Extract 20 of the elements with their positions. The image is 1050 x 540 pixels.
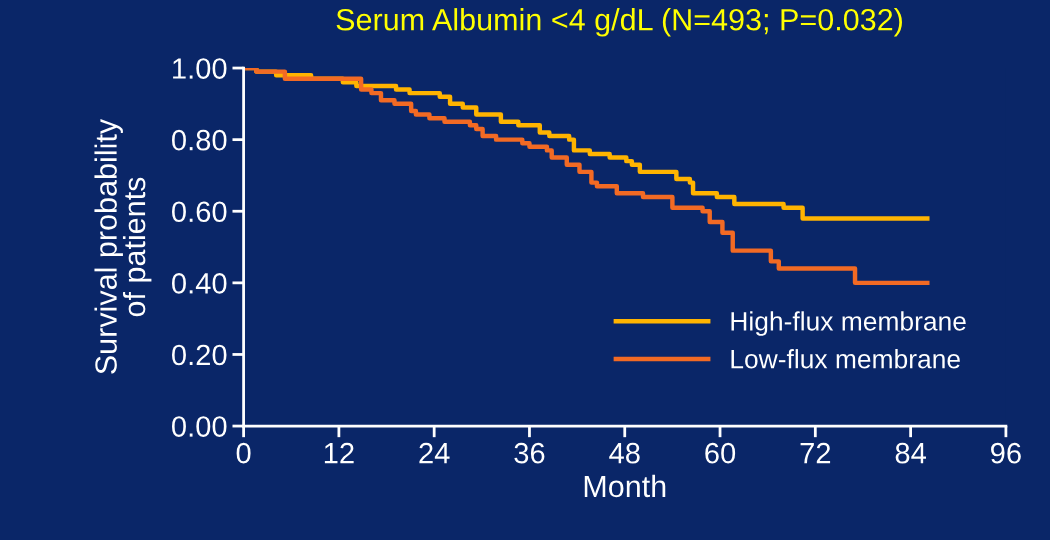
x-tick-label: 12 [324, 442, 354, 464]
x-tick-label: 0 [236, 442, 251, 464]
x-tick-label: 72 [800, 442, 831, 464]
y-tick-label: 0.80 [172, 129, 227, 151]
y-tick-label: 1.00 [173, 58, 227, 79]
x-tick-label: 60 [705, 442, 736, 464]
x-tick-label: 84 [895, 442, 926, 464]
x-tick-label: 96 [991, 442, 1021, 464]
y-tick-label: 0.20 [172, 344, 227, 366]
y-tick-label: 0.60 [172, 201, 227, 223]
x-tick-label: 24 [419, 442, 450, 464]
x-axis-title: Month [584, 474, 666, 498]
x-tick-label: 36 [514, 442, 545, 464]
x-tick-label: 48 [609, 442, 640, 464]
legend-label: Low-flux membrane [731, 349, 960, 369]
chart-title: Serum Albumin <4 g/dL (N=493; P=0.032) [336, 8, 902, 37]
y-tick-label: 0.40 [172, 273, 227, 294]
legend-label: High-flux membrane [731, 311, 966, 336]
y-tick-label: 0.00 [172, 416, 227, 437]
y-axis-title: Survival probability of patients [94, 118, 152, 374]
